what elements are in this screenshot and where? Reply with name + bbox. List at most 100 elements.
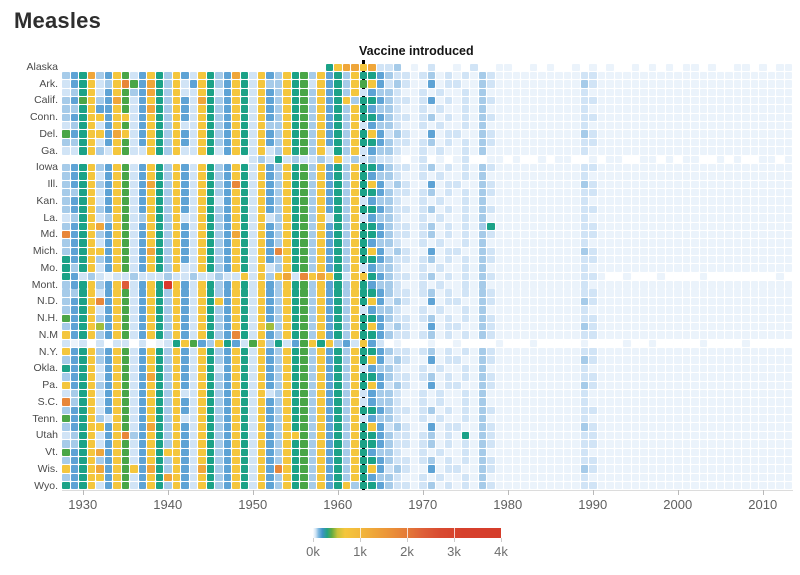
heatmap-cell[interactable] xyxy=(512,256,520,264)
heatmap-cell[interactable] xyxy=(317,314,325,322)
heatmap-cell[interactable] xyxy=(538,256,546,264)
heatmap-cell[interactable] xyxy=(691,465,699,473)
heatmap-cell[interactable] xyxy=(733,256,741,264)
heatmap-cell[interactable] xyxy=(478,281,486,289)
heatmap-cell[interactable] xyxy=(385,247,393,256)
heatmap-cell[interactable] xyxy=(130,247,138,256)
heatmap-cell[interactable] xyxy=(623,348,631,356)
heatmap-cell[interactable] xyxy=(104,297,112,306)
heatmap-cell[interactable] xyxy=(708,381,716,389)
heatmap-cell[interactable] xyxy=(742,348,750,356)
heatmap-cell[interactable] xyxy=(776,163,784,172)
heatmap-cell[interactable] xyxy=(359,122,367,130)
heatmap-cell[interactable] xyxy=(87,356,95,364)
heatmap-cell[interactable] xyxy=(274,230,282,239)
heatmap-cell[interactable] xyxy=(283,406,291,415)
heatmap-cell[interactable] xyxy=(206,230,214,239)
heatmap-cell[interactable] xyxy=(79,306,87,314)
heatmap-cell[interactable] xyxy=(70,389,78,398)
heatmap-cell[interactable] xyxy=(147,381,155,389)
heatmap-cell[interactable] xyxy=(529,122,537,130)
heatmap-cell[interactable] xyxy=(461,381,469,389)
heatmap-cell[interactable] xyxy=(223,306,231,314)
heatmap-cell[interactable] xyxy=(470,88,478,96)
heatmap-cell[interactable] xyxy=(96,88,104,96)
heatmap-cell[interactable] xyxy=(750,264,758,272)
heatmap-cell[interactable] xyxy=(504,440,512,448)
heatmap-cell[interactable] xyxy=(232,205,240,214)
heatmap-cell[interactable] xyxy=(308,306,316,314)
heatmap-cell[interactable] xyxy=(104,431,112,440)
heatmap-cell[interactable] xyxy=(181,88,189,96)
heatmap-cell[interactable] xyxy=(436,364,444,373)
heatmap-cell[interactable] xyxy=(62,364,70,373)
heatmap-cell[interactable] xyxy=(512,272,520,281)
heatmap-cell[interactable] xyxy=(376,239,384,247)
heatmap-cell[interactable] xyxy=(257,113,265,122)
heatmap-cell[interactable] xyxy=(359,356,367,364)
heatmap-cell[interactable] xyxy=(470,172,478,180)
heatmap-cell[interactable] xyxy=(164,222,172,230)
heatmap-cell[interactable] xyxy=(648,239,656,247)
heatmap-cell[interactable] xyxy=(113,113,121,122)
heatmap-cell[interactable] xyxy=(742,322,750,331)
heatmap-cell[interactable] xyxy=(351,431,359,440)
heatmap-cell[interactable] xyxy=(79,356,87,364)
heatmap-cell[interactable] xyxy=(274,331,282,339)
heatmap-cell[interactable] xyxy=(742,256,750,264)
heatmap-cell[interactable] xyxy=(606,389,614,398)
heatmap-cell[interactable] xyxy=(317,297,325,306)
heatmap-cell[interactable] xyxy=(359,63,367,71)
heatmap-cell[interactable] xyxy=(555,281,563,289)
heatmap-cell[interactable] xyxy=(274,448,282,456)
heatmap-cell[interactable] xyxy=(708,482,716,490)
heatmap-cell[interactable] xyxy=(606,214,614,222)
heatmap-cell[interactable] xyxy=(419,406,427,415)
heatmap-cell[interactable] xyxy=(436,163,444,172)
heatmap-cell[interactable] xyxy=(674,163,682,172)
heatmap-cell[interactable] xyxy=(402,440,410,448)
heatmap-cell[interactable] xyxy=(436,71,444,80)
heatmap-cell[interactable] xyxy=(189,247,197,256)
heatmap-cell[interactable] xyxy=(665,96,673,105)
heatmap-cell[interactable] xyxy=(631,214,639,222)
heatmap-cell[interactable] xyxy=(708,281,716,289)
heatmap-cell[interactable] xyxy=(495,155,503,163)
heatmap-cell[interactable] xyxy=(96,71,104,80)
heatmap-cell[interactable] xyxy=(206,398,214,406)
heatmap-cell[interactable] xyxy=(385,448,393,456)
heatmap-cell[interactable] xyxy=(393,381,401,389)
heatmap-cell[interactable] xyxy=(648,63,656,71)
heatmap-cell[interactable] xyxy=(138,448,146,456)
heatmap-cell[interactable] xyxy=(325,197,333,205)
heatmap-cell[interactable] xyxy=(172,113,180,122)
heatmap-cell[interactable] xyxy=(79,256,87,264)
heatmap-cell[interactable] xyxy=(334,239,342,247)
heatmap-cell[interactable] xyxy=(716,147,724,155)
heatmap-cell[interactable] xyxy=(759,448,767,456)
heatmap-cell[interactable] xyxy=(742,306,750,314)
heatmap-cell[interactable] xyxy=(283,431,291,440)
heatmap-cell[interactable] xyxy=(308,423,316,431)
heatmap-cell[interactable] xyxy=(665,172,673,180)
heatmap-cell[interactable] xyxy=(750,147,758,155)
heatmap-cell[interactable] xyxy=(784,122,792,130)
heatmap-cell[interactable] xyxy=(767,155,775,163)
heatmap-cell[interactable] xyxy=(589,306,597,314)
heatmap-cell[interactable] xyxy=(351,448,359,456)
heatmap-cell[interactable] xyxy=(648,180,656,189)
heatmap-cell[interactable] xyxy=(283,348,291,356)
heatmap-cell[interactable] xyxy=(478,96,486,105)
heatmap-cell[interactable] xyxy=(572,448,580,456)
heatmap-cell[interactable] xyxy=(504,105,512,113)
heatmap-cell[interactable] xyxy=(96,239,104,247)
heatmap-cell[interactable] xyxy=(62,222,70,230)
heatmap-cell[interactable] xyxy=(317,96,325,105)
heatmap-cell[interactable] xyxy=(240,398,248,406)
heatmap-cell[interactable] xyxy=(453,138,461,147)
heatmap-cell[interactable] xyxy=(376,381,384,389)
heatmap-cell[interactable] xyxy=(342,306,350,314)
heatmap-cell[interactable] xyxy=(181,423,189,431)
heatmap-cell[interactable] xyxy=(164,389,172,398)
heatmap-cell[interactable] xyxy=(189,348,197,356)
